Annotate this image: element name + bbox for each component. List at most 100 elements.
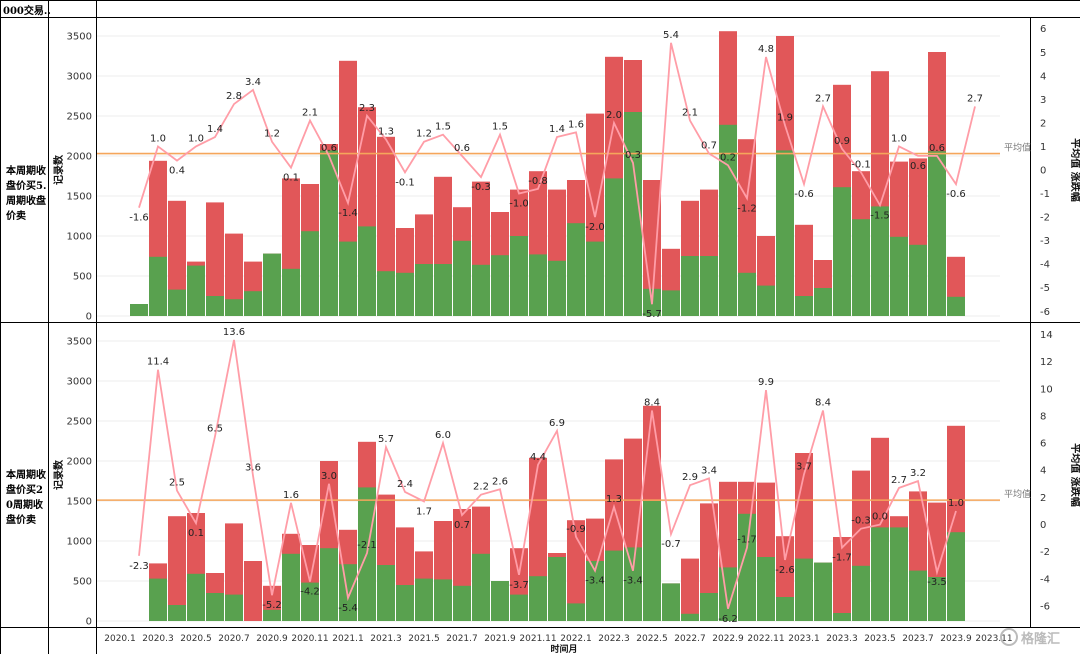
y-tick-label: 3500 bbox=[67, 337, 92, 348]
bar-green bbox=[795, 296, 813, 316]
x-tick-label: 2020.7 bbox=[218, 634, 250, 644]
bar-green bbox=[833, 613, 851, 621]
bar-green bbox=[738, 513, 756, 621]
bar-green bbox=[472, 264, 490, 316]
data-label: 0.1 bbox=[283, 173, 299, 184]
bar-green bbox=[415, 264, 433, 316]
bar-total bbox=[795, 224, 813, 316]
data-label: 0.4 bbox=[169, 166, 185, 177]
bar-green bbox=[871, 206, 889, 316]
data-label: 0.6 bbox=[929, 143, 945, 154]
bar-green bbox=[624, 547, 642, 621]
bar-green bbox=[605, 550, 623, 621]
bar-green bbox=[776, 150, 794, 316]
y2-tick-label: 0 bbox=[1040, 520, 1046, 531]
bar-green bbox=[187, 265, 205, 316]
data-label: -0.3 bbox=[471, 182, 491, 193]
line-series bbox=[138, 42, 976, 305]
x-tick-label: 2020.9 bbox=[256, 634, 288, 644]
watermark: 格隆汇 bbox=[999, 628, 1060, 647]
bar-green bbox=[567, 223, 585, 316]
x-tick-label: 2021.1 bbox=[332, 634, 364, 644]
data-label: -3.7 bbox=[509, 580, 529, 591]
data-label: -5.4 bbox=[338, 603, 358, 614]
bar-total bbox=[833, 537, 851, 621]
bar-green bbox=[358, 226, 376, 316]
bar-green bbox=[244, 291, 262, 316]
y-tick-label: 2000 bbox=[67, 457, 92, 468]
bar-total bbox=[244, 561, 262, 621]
watermark-icon bbox=[999, 628, 1018, 646]
y2-tick-label: 12 bbox=[1040, 357, 1053, 368]
data-label: 3.4 bbox=[701, 465, 717, 476]
data-label: -0.9 bbox=[566, 524, 586, 535]
data-label: 2.4 bbox=[397, 479, 413, 490]
data-label: -2.6 bbox=[775, 565, 795, 576]
y2-tick-label: 6 bbox=[1040, 439, 1046, 450]
data-label: 1.2 bbox=[264, 129, 280, 140]
data-label: 6.5 bbox=[207, 423, 223, 434]
bar-total bbox=[168, 516, 186, 621]
x-tick-label: 2020.5 bbox=[180, 634, 212, 644]
bar-green bbox=[548, 557, 566, 621]
x-tick-label: 2020.1 bbox=[104, 634, 136, 644]
data-label: 2.7 bbox=[967, 93, 983, 104]
bar-green bbox=[624, 112, 642, 316]
data-label: 1.0 bbox=[891, 133, 907, 144]
bar-green bbox=[206, 593, 224, 621]
x-tick-label: 2021.7 bbox=[446, 634, 478, 644]
data-label: 0.0 bbox=[872, 512, 888, 523]
x-tick-label: 2021.11 bbox=[519, 634, 556, 644]
y2-tick-label: 8 bbox=[1040, 411, 1046, 422]
data-label: -5.2 bbox=[262, 600, 282, 611]
bar-green bbox=[225, 299, 243, 316]
data-label: 9.9 bbox=[758, 377, 774, 388]
bar-green bbox=[928, 577, 946, 621]
bar-green bbox=[225, 594, 243, 621]
bar-green bbox=[263, 253, 281, 316]
data-label: 3.7 bbox=[796, 461, 812, 472]
y2-tick-label: 2 bbox=[1040, 118, 1046, 129]
data-label: 2.5 bbox=[169, 478, 185, 489]
y-tick-label: 1000 bbox=[67, 537, 92, 548]
data-label: 0.9 bbox=[834, 136, 850, 147]
data-label: -1.6 bbox=[129, 213, 149, 224]
bar-green bbox=[320, 150, 338, 316]
data-label: -4.2 bbox=[300, 587, 320, 598]
data-label: -0.1 bbox=[395, 177, 415, 188]
bar-green bbox=[871, 527, 889, 621]
x-tick-label: 2023.11 bbox=[975, 634, 1012, 644]
y-tick-label: 3500 bbox=[67, 32, 92, 43]
y2-tick-label: -2 bbox=[1040, 547, 1050, 558]
data-label: -0.3 bbox=[851, 516, 871, 527]
data-label: 0.6 bbox=[454, 143, 470, 154]
y2-tick-label: -3 bbox=[1040, 236, 1050, 247]
bar-green bbox=[396, 272, 414, 316]
x-tick-label: 2023.5 bbox=[864, 634, 896, 644]
data-label: -5.7 bbox=[642, 309, 662, 320]
header-title: 000交易.. bbox=[3, 6, 51, 17]
bar-green bbox=[320, 548, 338, 621]
y-tick-label: 3000 bbox=[67, 72, 92, 83]
bar-green bbox=[339, 241, 357, 316]
y2-tick-label: -6 bbox=[1040, 307, 1050, 318]
x-tick-label: 2023.1 bbox=[788, 634, 820, 644]
bar-green bbox=[434, 264, 452, 316]
bar-green bbox=[662, 583, 680, 621]
bar-green bbox=[795, 558, 813, 621]
data-label: -1.7 bbox=[832, 553, 852, 564]
bar-total bbox=[681, 558, 699, 621]
bar-green bbox=[757, 557, 775, 621]
x-tick-label: 2023.9 bbox=[940, 634, 972, 644]
data-label: 2.1 bbox=[302, 108, 318, 119]
bar-total bbox=[700, 503, 718, 621]
y-tick-label: 1500 bbox=[67, 192, 92, 203]
y-axis-title: 记录数 bbox=[52, 154, 65, 185]
x-tick-label: 2020.11 bbox=[291, 634, 328, 644]
data-label: 5.4 bbox=[663, 30, 679, 41]
y-tick-label: 1500 bbox=[67, 497, 92, 508]
data-label: -6.2 bbox=[718, 614, 738, 625]
bar-green bbox=[605, 178, 623, 316]
data-label: 1.4 bbox=[207, 124, 223, 135]
bar-green bbox=[491, 581, 509, 621]
